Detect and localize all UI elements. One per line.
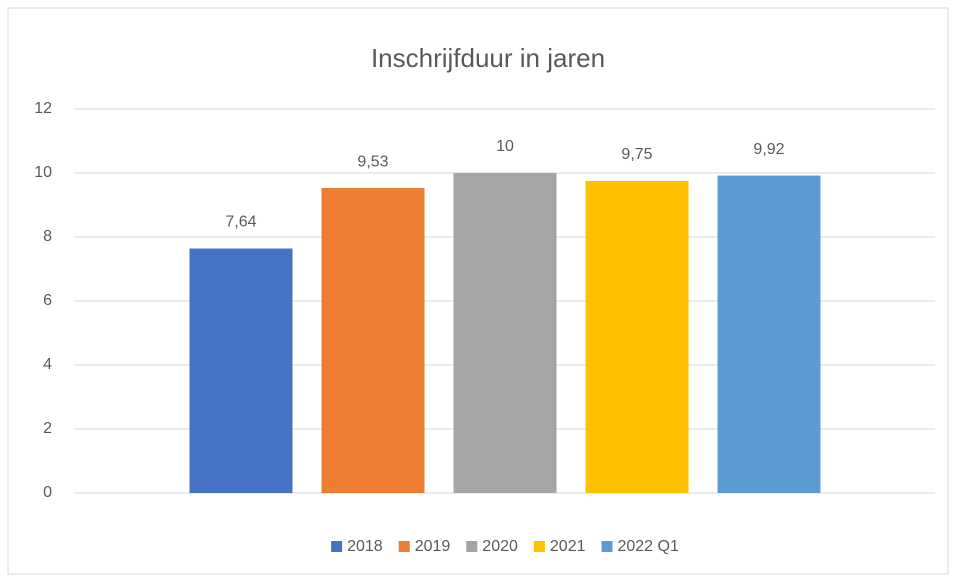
legend-label: 2018 <box>347 538 383 555</box>
data-label: 7,64 <box>225 214 256 231</box>
legend-label: 2019 <box>415 538 451 555</box>
legend-swatch <box>398 541 410 552</box>
bar <box>453 173 557 493</box>
data-label: 9,53 <box>357 153 388 170</box>
y-tick-label: 4 <box>43 356 52 373</box>
bar <box>189 248 293 493</box>
chart-title: Inschrijfduur in jaren <box>371 43 605 73</box>
bar <box>585 181 689 493</box>
y-tick-label: 2 <box>43 420 52 437</box>
y-tick-label: 10 <box>34 164 52 181</box>
legend-label: 2020 <box>482 538 518 555</box>
legend-swatch <box>331 541 343 552</box>
y-tick-label: 0 <box>43 484 52 501</box>
bar <box>321 188 425 494</box>
legend-label: 2022 Q1 <box>617 538 678 555</box>
data-label: 10 <box>496 138 514 155</box>
bar <box>717 175 821 493</box>
legend-swatch <box>466 541 478 552</box>
data-label: 9,92 <box>753 141 784 158</box>
y-tick-label: 12 <box>34 100 52 117</box>
legend-swatch <box>533 541 545 552</box>
data-label: 9,75 <box>621 146 652 163</box>
y-tick-label: 6 <box>43 292 52 309</box>
y-tick-label: 8 <box>43 228 52 245</box>
legend-swatch <box>601 541 613 552</box>
legend-label: 2021 <box>550 538 586 555</box>
